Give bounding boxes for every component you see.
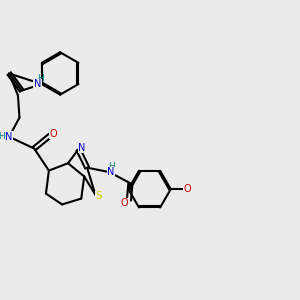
Text: N: N — [34, 79, 41, 89]
Text: H: H — [0, 132, 5, 141]
Text: O: O — [50, 129, 57, 139]
Text: N: N — [107, 167, 114, 177]
Text: H: H — [108, 162, 115, 171]
Text: N: N — [5, 132, 13, 142]
Text: N: N — [79, 143, 86, 153]
Text: H: H — [37, 74, 44, 83]
Text: S: S — [96, 191, 102, 201]
Text: O: O — [184, 184, 191, 194]
Text: O: O — [121, 198, 128, 208]
